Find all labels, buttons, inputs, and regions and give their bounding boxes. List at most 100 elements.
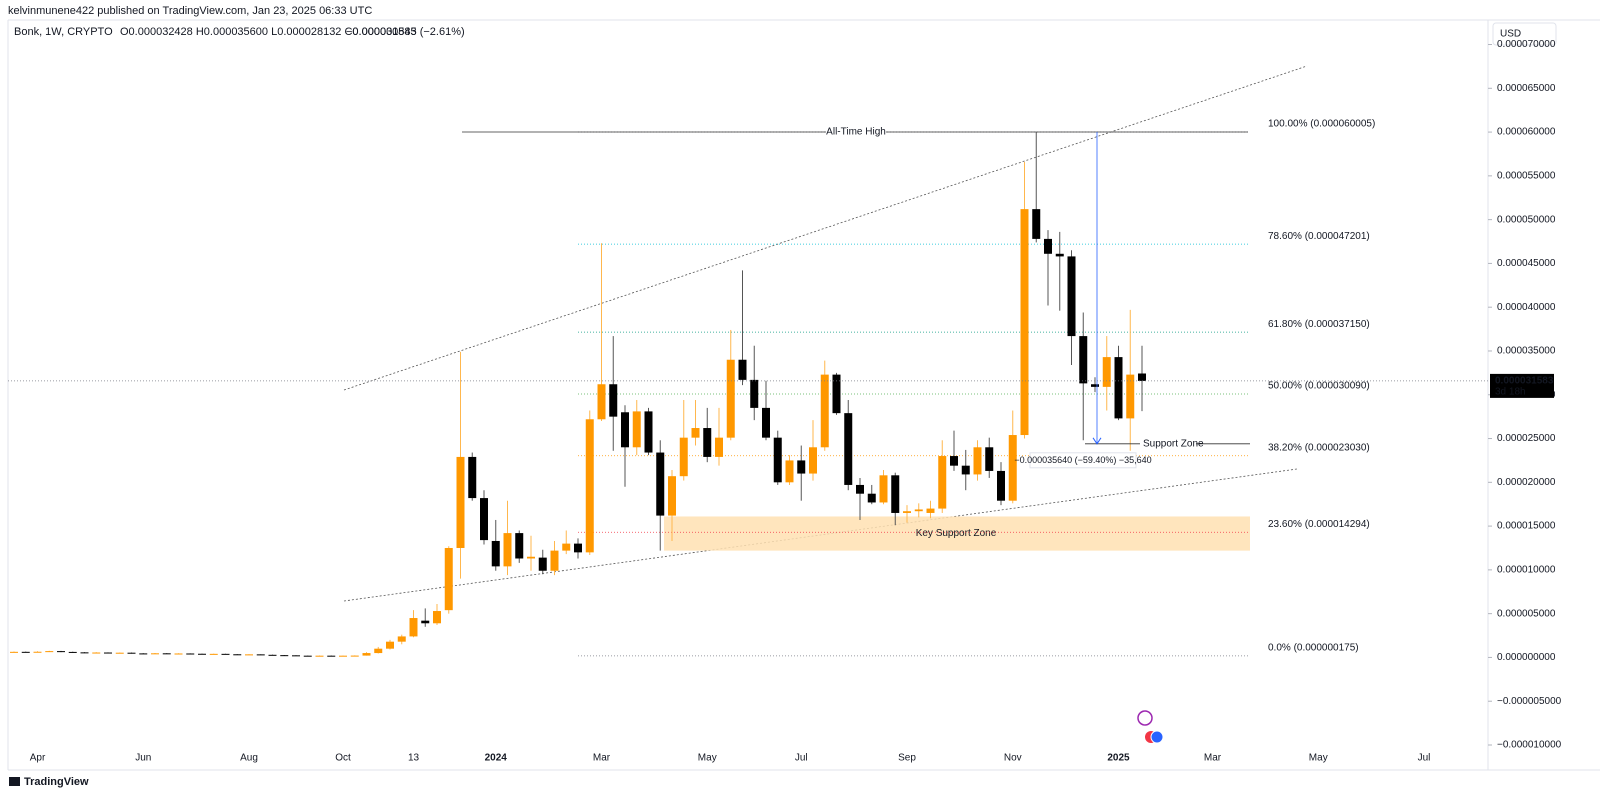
candle-body [903, 511, 911, 513]
change: −0.000000845 (−2.61%) [346, 26, 465, 38]
candle-body [1008, 435, 1017, 501]
candle-body [115, 652, 124, 654]
candle-body [762, 407, 770, 438]
candle-body [468, 456, 477, 499]
candle-body [950, 456, 958, 466]
candle-body [57, 651, 65, 653]
fib-label: 23.60% (0.000014294) [1268, 519, 1370, 530]
candle-body [891, 475, 900, 513]
event-icons [1137, 710, 1164, 744]
candle-body [867, 493, 876, 503]
y-tick-label: 0.000025000 [1497, 433, 1556, 444]
candle-body [938, 456, 947, 509]
x-tick-label: 13 [408, 753, 420, 764]
candle-body [151, 653, 159, 655]
price-label: 0.000031583 [1495, 376, 1554, 387]
candle-body [45, 651, 54, 653]
x-tick-label: 2024 [485, 753, 508, 764]
candle-body [268, 654, 277, 656]
candle-body [303, 655, 312, 657]
candle-body [562, 543, 571, 551]
candle-body [198, 653, 206, 655]
candle-body [339, 655, 347, 657]
ath-label-bg [826, 126, 886, 139]
candle-body [715, 437, 723, 457]
candle-body [538, 557, 547, 571]
candle-body [1055, 253, 1064, 257]
candle-body [503, 533, 512, 567]
candle-body [726, 359, 735, 438]
candle-body [10, 651, 18, 653]
icon [1150, 730, 1164, 744]
fib-label: 50.00% (0.000030090) [1268, 381, 1370, 392]
x-tick-label: Oct [335, 753, 351, 764]
x-tick-label: Apr [30, 753, 46, 764]
candle-body [33, 651, 42, 653]
candle-body [21, 651, 30, 653]
candle-body [397, 636, 406, 642]
y-tick-label: 0.000020000 [1497, 477, 1556, 488]
x-tick-label: Aug [240, 753, 258, 764]
candle-body [832, 374, 841, 414]
x-tick-label: Nov [1004, 753, 1022, 764]
x-tick-label: Jul [795, 753, 808, 764]
currency[interactable]: USD [1500, 29, 1521, 40]
candle-body [1114, 357, 1123, 419]
support-label-bg [1140, 437, 1196, 450]
candle-body [550, 550, 559, 571]
candle-body [221, 653, 230, 655]
y-tick-label: 0.000065000 [1497, 83, 1556, 94]
candle-body [256, 654, 265, 656]
fib-label: 100.00% (0.000060005) [1268, 119, 1375, 130]
candle-body [350, 655, 359, 657]
icon [1137, 710, 1153, 726]
candle-body [139, 653, 148, 655]
y-tick-label: 0.000040000 [1497, 302, 1556, 313]
brand: TradingView [24, 776, 89, 788]
candle-body [797, 460, 806, 474]
candle-body [1032, 209, 1041, 239]
x-tick-label: 2025 [1107, 753, 1130, 764]
candle-body [174, 653, 183, 655]
candle-body [844, 413, 853, 485]
candle-body [879, 475, 888, 503]
y-tick-label: 0.000045000 [1497, 258, 1556, 269]
y-tick-label: 0.000000000 [1497, 652, 1556, 663]
x-tick-label: Jun [135, 753, 151, 764]
candle-body [750, 379, 759, 408]
candle-body [515, 533, 524, 559]
candle-body [491, 540, 500, 567]
y-tick-label: 0.000050000 [1497, 214, 1556, 225]
candle-body [1067, 256, 1076, 337]
candle-body [785, 460, 794, 483]
candle-body [656, 452, 665, 516]
candle-body [574, 543, 582, 553]
fib-label: 38.20% (0.000023030) [1268, 442, 1370, 453]
y-tick-label: 0.000005000 [1497, 608, 1556, 619]
candle-body [1138, 373, 1146, 381]
y-tick-label: 0.000010000 [1497, 565, 1556, 576]
candle-body [68, 651, 77, 653]
candle-body [1020, 209, 1029, 436]
fib-label: 78.60% (0.000047201) [1268, 231, 1370, 242]
candle-body [374, 648, 383, 654]
candle-body [186, 653, 195, 655]
candle-body [609, 384, 618, 417]
x-tick-label: Sep [898, 753, 916, 764]
candle-body [997, 470, 1005, 501]
fib-label: 61.80% (0.000037150) [1268, 319, 1370, 330]
candle-body [926, 508, 935, 513]
candle-body [585, 419, 594, 553]
candle-body [973, 447, 982, 475]
countdown: 3d 18h [1495, 387, 1526, 398]
currency-button[interactable] [1492, 22, 1557, 46]
candle-body [433, 611, 441, 624]
y-tick-label: 0.000015000 [1497, 521, 1556, 532]
candle-body [809, 447, 817, 474]
candle-body [1126, 374, 1135, 419]
candle-body [632, 411, 641, 448]
candle-body [480, 498, 488, 541]
fib-label: 0.0% (0.000000175) [1268, 643, 1359, 654]
